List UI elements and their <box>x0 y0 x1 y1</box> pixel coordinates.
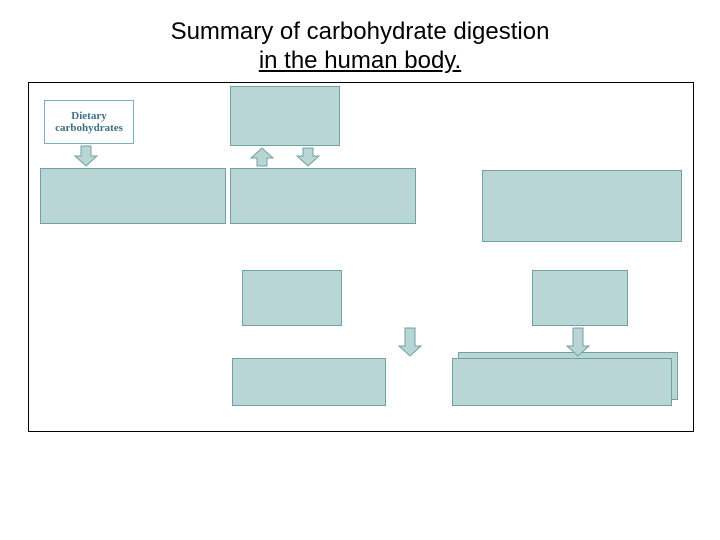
arrow-icon <box>75 146 97 166</box>
arrow-icon <box>297 148 319 166</box>
arrow-icon <box>399 328 421 356</box>
arrow-icon <box>567 328 589 356</box>
arrow-icon <box>251 148 273 166</box>
arrows-layer <box>0 0 720 540</box>
